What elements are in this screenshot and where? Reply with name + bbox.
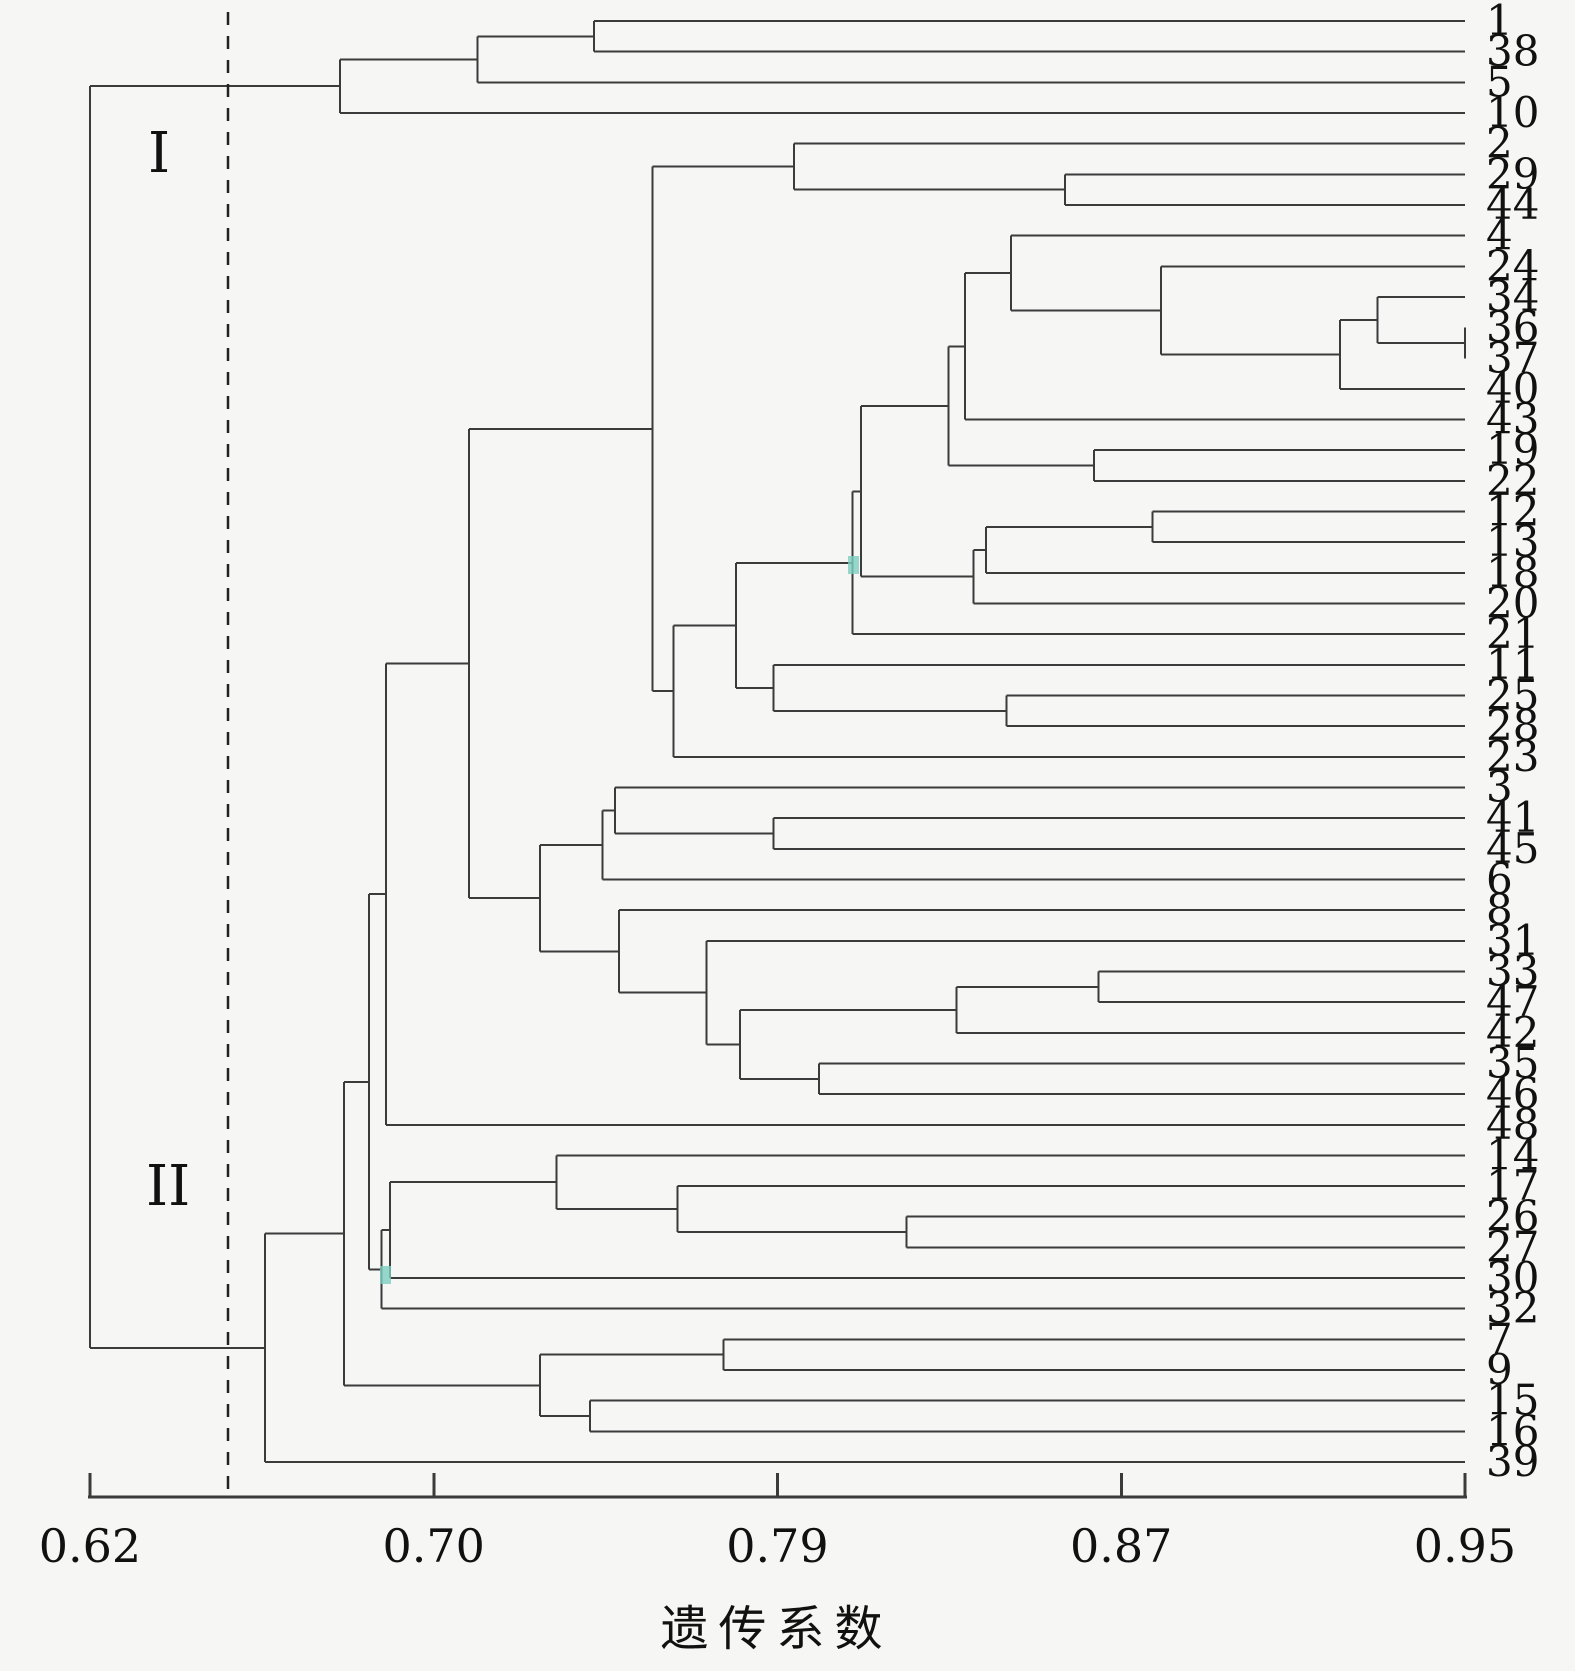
leaf-label: 11 [1486,640,1539,689]
leaf-label: 42 [1486,1008,1539,1057]
leaf-label: 24 [1486,241,1539,290]
x-axis-title: 遗传系数 [660,1601,892,1657]
x-axis-tick-label: 0.70 [383,1519,485,1573]
leaf-label: 40 [1486,364,1539,413]
leaf-label: 30 [1486,1253,1539,1302]
leaf-label: 27 [1486,1222,1539,1271]
leaf-label: 25 [1486,671,1539,720]
leaf-label: 17 [1486,1161,1539,1210]
leaf-label: 28 [1486,701,1539,750]
leaf-label: 10 [1486,88,1539,137]
leaf-label: 19 [1486,425,1539,474]
leaf-label: 44 [1486,180,1539,229]
leaf-label: 8 [1486,885,1513,934]
leaf-label: 2 [1486,119,1513,168]
leaf-label: 34 [1486,272,1539,321]
leaf-label: 48 [1486,1100,1539,1149]
leaf-label: 14 [1486,1130,1539,1179]
leaf-label: 7 [1486,1314,1513,1363]
group-label-i: I [148,121,170,186]
leaf-label: 37 [1486,333,1539,382]
x-axis: 0.62 0.70 0.79 0.87 0.95 遗传系数 [39,1473,1516,1657]
leaf-label: 32 [1486,1284,1539,1333]
scan-artifact [848,556,859,574]
leaf-label: 47 [1486,977,1539,1026]
leaf-label: 39 [1486,1437,1539,1486]
x-axis-tick-label: 0.87 [1070,1519,1172,1573]
leaf-label: 26 [1486,1192,1539,1241]
leaf-label: 3 [1486,763,1513,812]
leaf-label: 16 [1486,1406,1539,1455]
leaf-label: 46 [1486,1069,1539,1118]
leaf-label: 4 [1486,211,1513,260]
group-label-ii: II [146,1154,190,1219]
leaf-label: 18 [1486,548,1539,597]
leaf-label: 9 [1486,1345,1513,1394]
leaf-label: 15 [1486,1376,1539,1425]
leaf-labels: 1385102294442434363740431922121318202111… [1486,0,1539,1486]
leaf-label: 43 [1486,395,1539,444]
leaf-label: 5 [1486,57,1513,106]
leaf-label: 45 [1486,824,1539,873]
leaf-label: 20 [1486,579,1539,628]
leaf-label: 13 [1486,517,1539,566]
leaf-label: 33 [1486,946,1539,995]
leaf-label: 21 [1486,609,1539,658]
leaf-label: 23 [1486,732,1539,781]
tree-lines [89,20,1466,1464]
x-axis-tick-label: 0.62 [39,1519,141,1573]
leaf-label: 1 [1486,0,1513,45]
leaf-label: 31 [1486,916,1539,965]
leaf-label: 22 [1486,456,1539,505]
x-axis-tick-label: 0.79 [726,1519,828,1573]
leaf-label: 41 [1486,793,1539,842]
scan-artifact [380,1266,391,1284]
leaf-label: 36 [1486,303,1539,352]
leaf-label: 35 [1486,1038,1539,1087]
x-axis-tick-label: 0.95 [1414,1519,1516,1573]
leaf-label: 38 [1486,27,1539,76]
leaf-label: 29 [1486,149,1539,198]
leaf-label: 12 [1486,487,1539,536]
leaf-label: 6 [1486,854,1513,903]
